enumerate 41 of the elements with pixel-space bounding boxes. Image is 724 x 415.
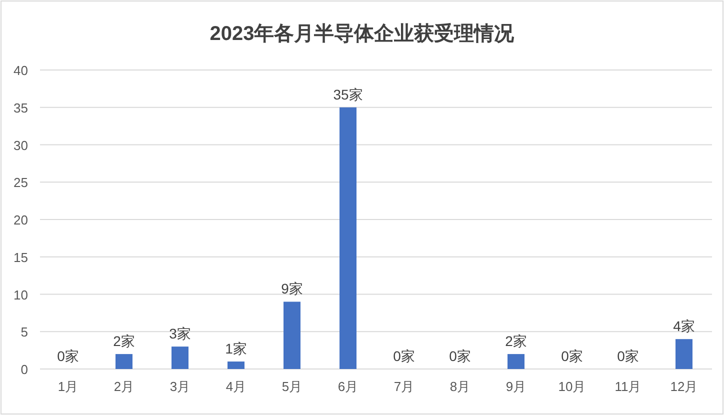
data-label: 0家 bbox=[57, 348, 79, 364]
x-tick-label: 10月 bbox=[558, 379, 586, 394]
x-tick-label: 11月 bbox=[614, 379, 642, 394]
x-tick-label: 12月 bbox=[670, 379, 698, 394]
data-label: 0家 bbox=[393, 348, 415, 364]
y-tick-label: 0 bbox=[20, 362, 28, 377]
bar bbox=[284, 302, 300, 369]
data-label: 0家 bbox=[617, 348, 639, 364]
y-tick-label: 30 bbox=[14, 138, 28, 153]
x-tick-label: 1月 bbox=[58, 379, 78, 394]
x-tick-label: 3月 bbox=[170, 379, 190, 394]
x-tick-label: 9月 bbox=[506, 379, 526, 394]
data-label: 0家 bbox=[561, 348, 583, 364]
bar bbox=[228, 362, 244, 369]
x-tick-label: 7月 bbox=[394, 379, 414, 394]
data-label: 3家 bbox=[169, 326, 191, 342]
bar bbox=[340, 107, 356, 369]
y-tick-label: 25 bbox=[14, 175, 28, 190]
y-tick-label: 40 bbox=[14, 63, 28, 78]
x-tick-label: 6月 bbox=[338, 379, 358, 394]
y-tick-label: 5 bbox=[20, 324, 28, 340]
bar bbox=[116, 354, 132, 369]
y-tick-label: 10 bbox=[14, 287, 28, 302]
chart-title: 2023年各月半导体企业获受理情况 bbox=[210, 22, 516, 45]
data-label: 35家 bbox=[333, 86, 363, 102]
x-tick-label: 5月 bbox=[282, 379, 302, 394]
data-label: 2家 bbox=[113, 333, 135, 350]
data-label: 9家 bbox=[281, 280, 303, 297]
y-tick-label: 20 bbox=[14, 212, 28, 228]
x-tick-label: 2月 bbox=[114, 379, 134, 394]
data-label: 0家 bbox=[449, 348, 471, 364]
bar bbox=[676, 339, 692, 369]
bar bbox=[508, 354, 524, 369]
x-tick-label: 4月 bbox=[226, 379, 246, 394]
y-tick-label: 35 bbox=[14, 100, 28, 116]
data-label: 4家 bbox=[673, 318, 695, 334]
x-tick-label: 8月 bbox=[450, 379, 470, 394]
data-label: 2家 bbox=[505, 333, 527, 350]
y-tick-label: 15 bbox=[14, 250, 28, 265]
data-label: 1家 bbox=[225, 340, 247, 357]
bar bbox=[172, 346, 188, 369]
